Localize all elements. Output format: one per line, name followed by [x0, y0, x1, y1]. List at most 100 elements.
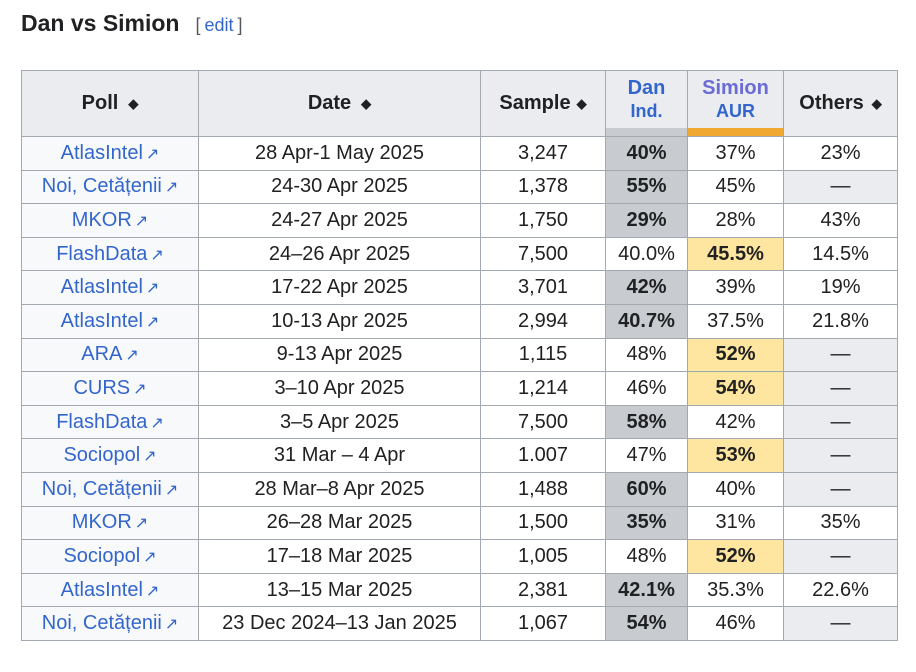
pollster-link[interactable]: Noi, Cetățenii: [41, 612, 162, 635]
table-row: Noi, Cetățenii ↗ 24-30 Apr 2025 1,378 55% 45%…: [21, 169, 898, 205]
pollster-link[interactable]: CURS: [73, 376, 131, 399]
pollster-link[interactable]: ARA: [81, 343, 123, 366]
pollster-link[interactable]: Noi, Cetățenii: [41, 175, 162, 198]
pollster-link[interactable]: MKOR: [71, 511, 132, 534]
sort-icon[interactable]: ◆: [576, 96, 587, 111]
candidate-simion-link[interactable]: Simion: [702, 76, 769, 99]
party-dan-link[interactable]: Ind.: [630, 100, 663, 121]
cell-poll: CURS ↗: [21, 371, 199, 406]
cell-sample: 1,005: [480, 539, 606, 574]
candidate-dan-link[interactable]: Dan: [627, 76, 666, 99]
cell-others: —: [783, 606, 898, 641]
polls-table: Poll ◆ Date ◆ Sample ◆ Dan Ind. Simion AUR: [21, 70, 898, 641]
external-link-icon: ↗: [145, 582, 160, 600]
cell-simion: 37.5%: [687, 303, 784, 339]
column-header-simion[interactable]: Simion AUR: [687, 70, 784, 137]
sort-icon[interactable]: ◆: [361, 96, 372, 111]
pollster-link[interactable]: AtlasIntel: [60, 309, 143, 332]
external-link-icon: ↗: [150, 414, 164, 432]
cell-date: 17-22 Apr 2025: [198, 270, 481, 305]
cell-poll: Sociopol ↗: [21, 539, 199, 574]
table-row: ARA ↗ 9-13 Apr 2025 1,115 48% 52% —: [21, 337, 898, 373]
cell-others: 19%: [783, 270, 898, 305]
pollster-link[interactable]: Sociopol: [63, 444, 141, 467]
cell-sample: 2,994: [480, 303, 606, 339]
external-link-icon: ↗: [164, 481, 179, 499]
cell-date: 17–18 Mar 2025: [198, 539, 481, 574]
sort-icon[interactable]: ◆: [128, 96, 139, 111]
cell-poll: AtlasIntel ↗: [21, 572, 199, 608]
pollster-link[interactable]: FlashData: [56, 410, 148, 433]
cell-poll: AtlasIntel ↗: [21, 270, 199, 305]
column-header-sample[interactable]: Sample ◆: [480, 70, 606, 137]
pollster-link[interactable]: AtlasIntel: [60, 578, 143, 601]
cell-poll: AtlasIntel ↗: [21, 136, 199, 171]
cell-date: 28 Apr-1 May 2025: [198, 136, 481, 171]
cell-dan: 42%: [605, 270, 688, 305]
cell-dan: 42.1%: [605, 572, 688, 608]
cell-dan: 58%: [605, 404, 688, 440]
cell-others: 23%: [783, 136, 898, 171]
cell-dan: 48%: [605, 539, 688, 574]
cell-simion: 40%: [687, 471, 784, 507]
pollster-link[interactable]: AtlasIntel: [60, 141, 143, 164]
candidate-simion-color-bar: [688, 128, 783, 136]
pollster-link[interactable]: FlashData: [56, 242, 148, 265]
external-link-icon: ↗: [150, 246, 164, 264]
cell-dan: 47%: [605, 438, 688, 473]
pollster-link[interactable]: Noi, Cetățenii: [41, 477, 162, 500]
cell-sample: 2,381: [480, 572, 606, 608]
cell-sample: 1.007: [480, 438, 606, 473]
table-row: Noi, Cetățenii ↗ 23 Dec 2024–13 Jan 2025 1,…: [21, 606, 898, 641]
table-row: FlashData ↗ 24–26 Apr 2025 7,500 40.0% 45.5% 1…: [21, 236, 898, 272]
column-header-others[interactable]: Others ◆: [783, 70, 898, 137]
cell-poll: Noi, Cetățenii ↗: [21, 606, 199, 641]
cell-dan: 40%: [605, 136, 688, 171]
pollster-link[interactable]: Sociopol: [63, 544, 141, 567]
table-row: AtlasIntel ↗ 13–15 Mar 2025 2,381 42.1% 35.3%…: [21, 572, 898, 608]
cell-simion: 53%: [687, 438, 784, 473]
external-link-icon: ↗: [133, 380, 147, 398]
cell-others: 22.6%: [783, 572, 898, 608]
table-row: Sociopol ↗ 17–18 Mar 2025 1,005 48% 52% —: [21, 539, 898, 574]
cell-date: 13–15 Mar 2025: [198, 572, 481, 608]
pollster-link[interactable]: AtlasIntel: [60, 276, 143, 299]
cell-others: —: [783, 169, 898, 205]
candidate-dan-color-bar: [606, 128, 687, 136]
section-heading: Dan vs Simion [edit]: [21, 10, 243, 44]
cell-simion: 28%: [687, 203, 784, 238]
external-link-icon: ↗: [134, 515, 149, 533]
cell-poll: FlashData ↗: [21, 236, 199, 272]
cell-date: 3–10 Apr 2025: [198, 371, 481, 406]
cell-dan: 60%: [605, 471, 688, 507]
section-title: Dan vs Simion: [21, 10, 180, 36]
cell-sample: 1,378: [480, 169, 606, 205]
cell-others: 14.5%: [783, 236, 898, 272]
pollster-link[interactable]: MKOR: [71, 208, 132, 231]
sort-icon[interactable]: ◆: [871, 96, 882, 111]
party-simion-link[interactable]: AUR: [716, 100, 755, 121]
cell-simion: 45%: [687, 169, 784, 205]
external-link-icon: ↗: [145, 280, 160, 298]
table-row: CURS ↗ 3–10 Apr 2025 1,214 46% 54% —: [21, 371, 898, 406]
column-header-poll[interactable]: Poll ◆: [21, 70, 199, 137]
table-row: MKOR ↗ 26–28 Mar 2025 1,500 35% 31% 35%: [21, 505, 898, 541]
cell-date: 3–5 Apr 2025: [198, 404, 481, 440]
cell-dan: 55%: [605, 169, 688, 205]
cell-others: —: [783, 337, 898, 373]
cell-others: 21.8%: [783, 303, 898, 339]
column-header-date[interactable]: Date ◆: [198, 70, 481, 137]
external-link-icon: ↗: [143, 448, 157, 466]
table-row: Noi, Cetățenii ↗ 28 Mar–8 Apr 2025 1,488 60%…: [21, 471, 898, 507]
table-row: AtlasIntel ↗ 17-22 Apr 2025 3,701 42% 39% 19%: [21, 270, 898, 305]
cell-sample: 1,500: [480, 505, 606, 541]
cell-poll: FlashData ↗: [21, 404, 199, 440]
column-header-dan[interactable]: Dan Ind.: [605, 70, 688, 137]
cell-sample: 1,488: [480, 471, 606, 507]
cell-others: 35%: [783, 505, 898, 541]
edit-link[interactable]: edit: [204, 15, 234, 35]
external-link-icon: ↗: [134, 212, 149, 230]
cell-dan: 35%: [605, 505, 688, 541]
cell-simion: 39%: [687, 270, 784, 305]
cell-dan: 46%: [605, 371, 688, 406]
